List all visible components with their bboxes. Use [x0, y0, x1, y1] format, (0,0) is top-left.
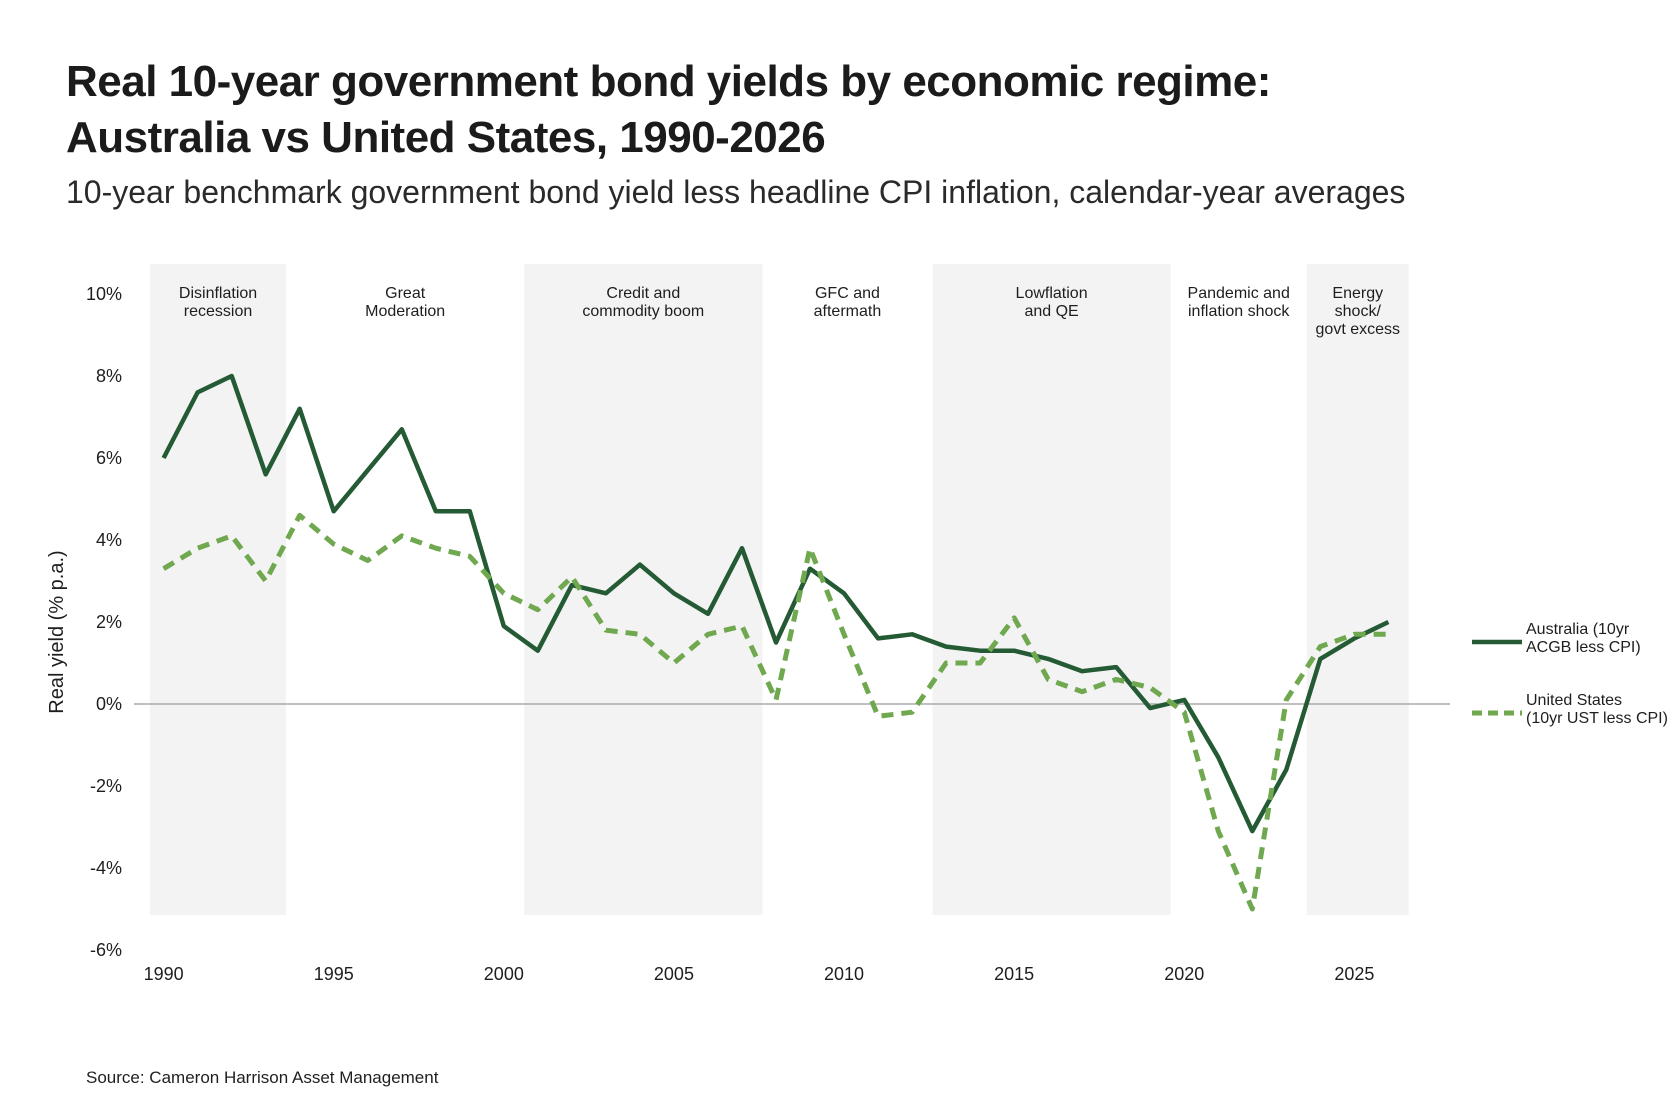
regime-label-1: Great Moderation: [365, 285, 445, 320]
y-axis-label: Real yield (% p.a.): [46, 550, 68, 713]
x-tick-label: 1995: [314, 964, 354, 984]
y-tick-label: 2%: [96, 612, 122, 632]
regime-label-line: and QE: [1024, 303, 1078, 320]
legend: Australia (10yr ACGB less CPI) United Stat…: [1472, 621, 1668, 727]
series-line-australia: [161, 373, 1390, 834]
axes: 10% 8% 6% 4% 2% 0% -2% -4% -6% 1990 1995 2000 2005 20…: [46, 284, 1450, 984]
regime-label-line: GFC and: [815, 285, 880, 302]
regime-label-line: Credit and: [606, 285, 680, 302]
regime-label-line: aftermath: [814, 303, 882, 320]
y-tick-label: 6%: [96, 448, 122, 468]
y-tick-label: -6%: [90, 940, 122, 960]
legend-label-united-states: United States (10yr UST less CPI): [1526, 692, 1668, 727]
regime-label-line: Lowflation: [1016, 285, 1088, 302]
regime-band-0: [150, 264, 287, 915]
y-tick-label: 8%: [96, 366, 122, 386]
y-tick-label: -4%: [90, 858, 122, 878]
y-tick-label: 0%: [96, 694, 122, 714]
regime-bands: Disinflation recession Great Moderation Cred…: [150, 264, 1409, 915]
regime-label-4: Lowflation and QE: [1016, 285, 1088, 320]
regime-label-line: govt excess: [1316, 321, 1400, 338]
regime-label-line: commodity boom: [582, 303, 704, 320]
regime-label-line: Energy: [1332, 285, 1383, 302]
legend-label-line: ACGB less CPI): [1526, 639, 1641, 656]
source-note: Source: Cameron Harrison Asset Managemen…: [86, 1068, 439, 1087]
legend-label-line: United States: [1526, 692, 1622, 709]
regime-label-3: GFC and aftermath: [814, 285, 882, 320]
regime-band-2: [524, 264, 763, 915]
regime-band-4: [932, 264, 1171, 915]
regime-label-5: Pandemic and inflation shock: [1188, 285, 1291, 320]
chart-title: Real 10-year government bond yields by e…: [66, 54, 1626, 166]
chart-title-line-1: Real 10-year government bond yields by e…: [66, 57, 1271, 106]
series-lines: [161, 373, 1390, 912]
regime-label-line: Moderation: [365, 303, 445, 320]
legend-label-line: (10yr UST less CPI): [1526, 710, 1668, 727]
regime-label-6: Energy shock/govt excess: [1316, 285, 1400, 338]
regime-label-line: inflation shock: [1188, 303, 1290, 320]
regime-label-line: recession: [184, 303, 252, 320]
x-tick-label: 2010: [824, 964, 864, 984]
regime-label-line: Pandemic and: [1188, 285, 1290, 302]
regime-label-line: Great: [385, 285, 426, 302]
legend-label-australia: Australia (10yr ACGB less CPI): [1526, 621, 1641, 656]
y-tick-label: 10%: [86, 284, 122, 304]
regime-label-line: Disinflation: [179, 285, 257, 302]
x-tick-label: 2005: [654, 964, 694, 984]
regime-label-line: shock/: [1335, 303, 1382, 320]
x-tick-label: 2020: [1164, 964, 1204, 984]
legend-label-line: Australia (10yr: [1526, 621, 1630, 638]
regime-label-2: Credit and commodity boom: [582, 285, 704, 320]
y-tick-label: 4%: [96, 530, 122, 550]
chart-title-line-2: Australia vs United States, 1990-2026: [66, 113, 826, 162]
series-line-united-states: [162, 512, 1389, 912]
regime-label-0: Disinflation recession: [179, 285, 257, 320]
x-tick-label: 2025: [1334, 964, 1374, 984]
chart-subtitle: 10-year benchmark government bond yield …: [66, 174, 1406, 210]
x-tick-label: 1990: [144, 964, 184, 984]
x-tick-label: 2015: [994, 964, 1034, 984]
y-tick-label: -2%: [90, 776, 122, 796]
x-tick-label: 2000: [484, 964, 524, 984]
regime-band-6: [1306, 264, 1409, 915]
